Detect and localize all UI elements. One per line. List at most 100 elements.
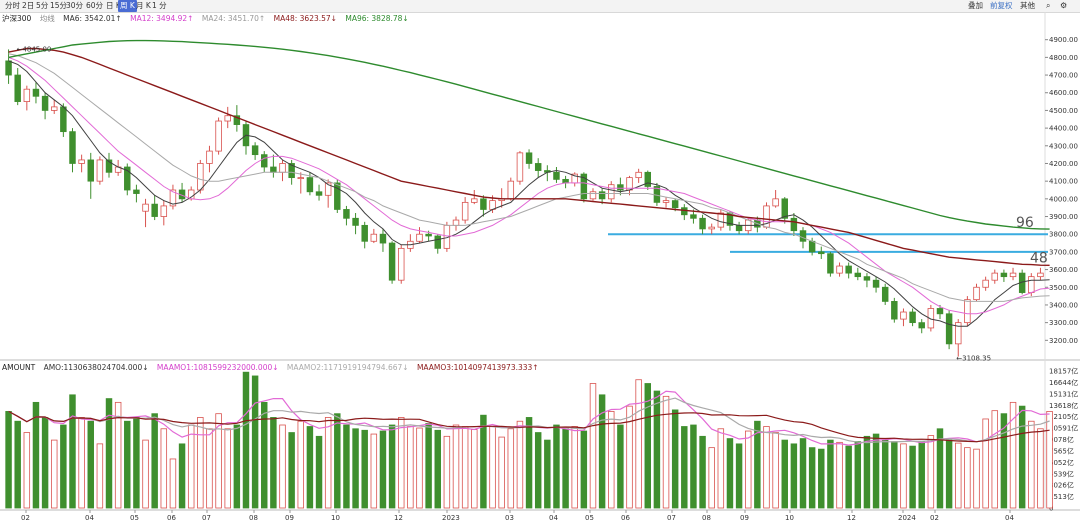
candle-body — [261, 154, 268, 168]
tab-3[interactable]: 15分 — [50, 1, 68, 10]
volume-bar — [708, 447, 715, 509]
volume-bar — [763, 426, 770, 509]
price-tick-label: 3600.00 — [1049, 266, 1078, 274]
volume-bar — [397, 417, 405, 509]
volume-bar — [452, 424, 460, 509]
volume-bar — [50, 439, 58, 509]
candle-body — [489, 200, 496, 210]
tab-4[interactable]: 30分 — [66, 1, 84, 10]
time-tick-label: 10 — [331, 514, 340, 522]
volume-bar — [425, 423, 432, 509]
candle-body — [388, 242, 396, 281]
search-icon[interactable]: ⌕ — [1046, 1, 1051, 10]
candle-body — [918, 322, 925, 329]
tab-8[interactable]: 月 K — [136, 1, 151, 10]
candle-body — [160, 205, 168, 217]
candle-body — [14, 74, 21, 102]
candle-body — [772, 198, 779, 207]
volume-bar — [854, 441, 862, 509]
candle-body — [288, 163, 295, 179]
volume-bar — [407, 426, 414, 509]
volume-bar — [726, 438, 734, 509]
time-tick-label: 10 — [785, 514, 794, 522]
volume-bar — [690, 424, 697, 509]
candle-body — [617, 184, 624, 191]
time-tick-label: 08 — [249, 514, 258, 522]
price-tick-label: 4300.00 — [1049, 142, 1078, 150]
volume-bar — [845, 445, 852, 509]
volume-bar — [480, 414, 487, 509]
volume-tick-label: 6052亿 — [1049, 458, 1074, 467]
ma-label: 均线 — [39, 14, 55, 23]
maamo3-legend: MAAMO3:1014097413973.333↑ — [416, 363, 539, 372]
ma-line-ma24 — [8, 53, 1050, 302]
other-button[interactable]: 其他 — [1020, 1, 1035, 10]
candle-body — [279, 163, 286, 173]
volume-bar — [671, 409, 679, 509]
tab-0[interactable]: 分时 — [5, 1, 20, 10]
volume-bar — [881, 439, 889, 509]
candle-body — [452, 219, 460, 226]
time-tick-label: 06 — [167, 514, 176, 522]
volume-tick-label: 7565亿 — [1049, 446, 1074, 455]
candle-body — [699, 217, 706, 230]
volume-bar — [23, 432, 31, 509]
candle-body — [991, 272, 999, 281]
volume-bar — [553, 424, 560, 509]
price-tick-label: 4900.00 — [1049, 36, 1078, 44]
tab-7[interactable]: 周 K — [118, 0, 137, 12]
index-name: 沪深300 — [2, 14, 32, 23]
volume-bar — [936, 428, 944, 509]
tab-1[interactable]: 2日 — [22, 1, 35, 10]
candle-body — [297, 177, 305, 180]
time-tick-label: 12 — [847, 514, 856, 522]
candle-body — [87, 159, 94, 182]
tab-2[interactable]: 5分 — [36, 1, 49, 10]
time-tick-label: 12 — [394, 514, 403, 522]
candle-body — [306, 177, 314, 193]
candle-body — [635, 171, 642, 179]
candle-body — [124, 166, 131, 191]
period-toolbar — [0, 0, 1080, 13]
candle-body — [324, 182, 332, 196]
volume-bar — [114, 401, 122, 509]
tab-9[interactable]: 1 分 — [152, 1, 167, 10]
volume-bar — [78, 417, 85, 509]
candle-body — [662, 200, 670, 203]
candle-body — [955, 322, 962, 345]
volume-bar — [945, 439, 953, 509]
overlay-button[interactable]: 叠加 — [968, 1, 983, 10]
volume-bar — [160, 428, 168, 509]
candle-body — [416, 233, 423, 242]
time-tick-label: 02 — [930, 514, 939, 522]
candle-body — [105, 159, 113, 173]
ma24-legend: MA24: 3451.70↑ — [201, 14, 266, 23]
candle-body — [580, 173, 588, 200]
time-tick-label: 04 — [1005, 514, 1014, 522]
time-tick-label: 09 — [285, 514, 294, 522]
candle-body — [562, 178, 569, 184]
candle-body — [206, 150, 213, 164]
candle-body — [315, 191, 323, 196]
candle-body — [142, 203, 149, 212]
time-tick-label: 07 — [202, 514, 211, 522]
volume-bar — [324, 417, 332, 509]
volume-bar — [87, 420, 94, 509]
price-tick-label: 4600.00 — [1049, 89, 1078, 97]
volume-bar — [662, 395, 670, 509]
adjust-mode-button[interactable]: 前复权 — [990, 1, 1013, 10]
tab-5[interactable]: 60分 — [86, 1, 104, 10]
candle-body — [32, 88, 40, 97]
tab-6[interactable]: 日 K — [106, 1, 121, 10]
volume-tick-label: 10591亿 — [1049, 424, 1078, 433]
settings-icon[interactable]: ⚙ — [1060, 1, 1068, 10]
volume-bar — [681, 426, 688, 509]
price-tick-label: 3900.00 — [1049, 213, 1078, 221]
candle-body — [169, 189, 177, 207]
candle-body — [370, 233, 378, 242]
volume-bar — [279, 424, 286, 509]
candle-body — [197, 163, 204, 191]
time-tick-label: 09 — [740, 514, 749, 522]
volume-bar — [297, 420, 305, 509]
